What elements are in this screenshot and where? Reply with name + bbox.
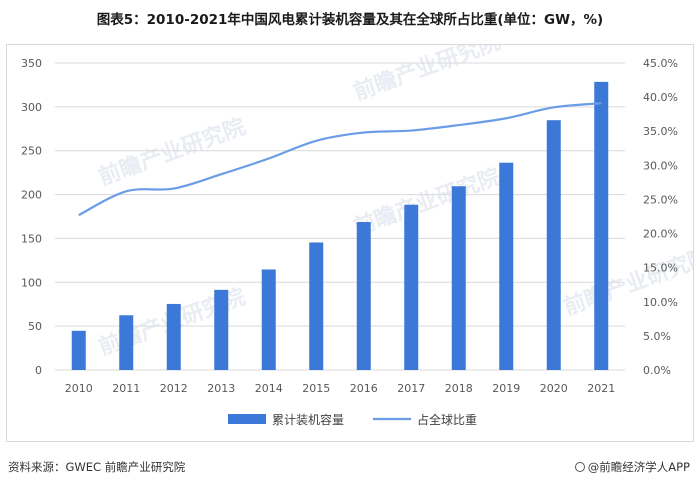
y-left-tick-label: 50 [28, 320, 42, 333]
watermark-2: 前瞻产业研究院 [350, 164, 504, 241]
bar-2015 [309, 242, 324, 370]
x-tick-label: 2011 [112, 382, 140, 395]
x-tick-label: 2016 [350, 382, 378, 395]
watermark-0: 前瞻产业研究院 [350, 45, 504, 106]
legend-swatch-bar [228, 414, 266, 424]
line-layer [78, 102, 602, 217]
legend-label-line: 占全球比重 [417, 412, 477, 427]
y-left-tick-label: 250 [21, 145, 42, 158]
x-tick-label: 2010 [65, 382, 93, 395]
bar-2010 [71, 330, 86, 370]
x-tick-label: 2019 [492, 382, 520, 395]
bar-2011 [119, 315, 134, 370]
x-tick-label: 2012 [160, 382, 188, 395]
x-tick-label: 2013 [207, 382, 235, 395]
y-left-tick-label: 0 [35, 364, 42, 377]
x-tick-label: 2017 [397, 382, 425, 395]
grid-layer [55, 62, 625, 371]
watermark-1: 前瞻产业研究院 [95, 114, 249, 191]
brand-logo-icon [574, 462, 585, 472]
y-right-tick-label: 25.0% [643, 193, 678, 206]
bar-2020 [546, 120, 561, 370]
y-right-tick-label: 5.0% [643, 330, 671, 343]
bar-2018 [451, 186, 466, 370]
chart-svg: 前瞻产业研究院前瞻产业研究院前瞻产业研究院前瞻产业研究院前瞻产业研究院 0501… [21, 45, 693, 427]
bar-2021 [594, 81, 609, 370]
y-right-tick-label: 10.0% [643, 296, 678, 309]
y-left-tick-label: 100 [21, 276, 42, 289]
bar-2012 [166, 303, 181, 370]
y-right-tick-label: 0.0% [643, 364, 671, 377]
y-right-tick-label: 45.0% [643, 57, 678, 70]
chart-title: 图表5：2010-2021年中国风电累计装机容量及其在全球所占比重(单位：GW，… [96, 12, 604, 28]
y-left-tick-label: 300 [21, 101, 42, 114]
credit-text: @前瞻经济学人APP [587, 460, 690, 474]
x-tick-label: 2014 [255, 382, 283, 395]
y-left-tick-label: 200 [21, 189, 42, 202]
bar-2016 [356, 222, 371, 370]
chart-container: 前瞻产业研究院前瞻产业研究院前瞻产业研究院前瞻产业研究院前瞻产业研究院 0501… [6, 44, 694, 442]
legend: 累计装机容量 占全球比重 [228, 412, 477, 427]
source-note: 资料来源：GWEC 前瞻产业研究院 [8, 460, 186, 474]
y-right-tick-label: 30.0% [643, 159, 678, 172]
bar-2013 [214, 289, 229, 370]
y-left-tick-label: 150 [21, 232, 42, 245]
share-line [78, 102, 602, 217]
legend-label-bar: 累计装机容量 [272, 412, 344, 427]
bars-layer [71, 81, 609, 370]
bar-2019 [499, 162, 514, 370]
y-left-tick-label: 350 [21, 57, 42, 70]
x-tick-label: 2018 [445, 382, 473, 395]
axes-layer: 0 50 100 150 200 250 300 350 0.0% 5.0% 10.0% 15.0% 2… [21, 57, 678, 395]
y-right-tick-label: 15.0% [643, 262, 678, 275]
bar-2017 [404, 204, 419, 370]
y-right-tick-label: 40.0% [643, 91, 678, 104]
y-right-tick-label: 20.0% [643, 228, 678, 241]
y-right-tick-label: 35.0% [643, 125, 678, 138]
x-tick-label: 2020 [540, 382, 568, 395]
x-tick-label: 2015 [302, 382, 330, 395]
x-tick-label: 2021 [587, 382, 615, 395]
credit-note: @前瞻经济学人APP [574, 459, 690, 475]
bar-2014 [261, 269, 276, 370]
